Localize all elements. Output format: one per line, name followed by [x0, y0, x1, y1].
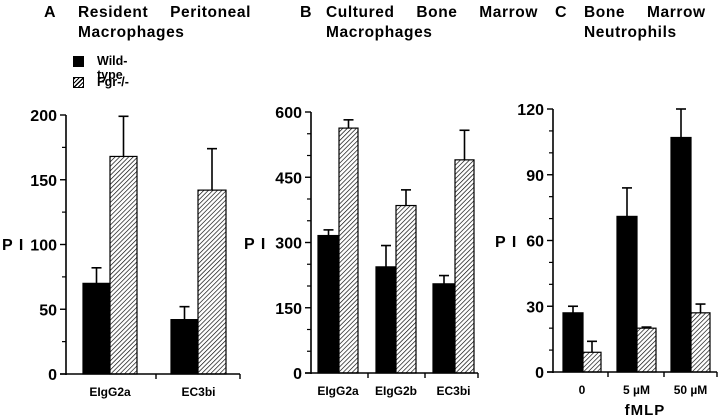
x-tick-label: 50 µM — [674, 383, 708, 397]
x-tick-label: 5 µM — [623, 383, 650, 397]
panel-a-letter: A — [44, 4, 56, 21]
bar-fgr-knockout — [109, 155, 138, 375]
legend-label-wild-type: Wild-type — [97, 54, 128, 82]
bar-wild-type — [170, 319, 199, 375]
y-axis-label: P I — [2, 237, 24, 254]
y-tick-label: 150 — [30, 173, 57, 190]
bar-wild-type — [375, 266, 397, 374]
y-tick-label: 0 — [48, 367, 57, 384]
bar-wild-type — [432, 283, 456, 374]
panel-b-title-line2: Macrophages — [326, 24, 433, 41]
chart-panel-c: 0 5 µM 50 µM 0 30 60 90 120 P I fMLP — [495, 102, 718, 419]
y-axis-label: P I — [244, 236, 266, 253]
bar-wild-type — [616, 215, 638, 373]
legend-label-fgr: Fgr-/- — [97, 75, 129, 89]
panel-c-title-line1: Bone Marrow — [584, 4, 706, 21]
panel-c-title: Bone Marrow Neutrophils — [584, 3, 706, 43]
y-tick-label: 100 — [30, 238, 57, 255]
y-tick-label: 200 — [30, 108, 57, 125]
y-tick-label: 120 — [517, 102, 544, 119]
y-tick-label: 90 — [526, 168, 544, 185]
y-tick-label: 30 — [526, 299, 544, 316]
y-tick-label: 50 — [39, 302, 57, 319]
panel-c-title-line2: Neutrophils — [584, 24, 677, 41]
x-tick-label: EC3bi — [436, 384, 470, 398]
bar-fgr-knockout — [690, 312, 711, 373]
bar-fgr-knockout — [197, 189, 227, 375]
bar-fgr-knockout — [395, 204, 417, 374]
x-tick-label: 0 — [579, 383, 586, 397]
x-tick-label: EIgG2a — [317, 384, 359, 398]
panel-b-letter: B — [300, 4, 312, 21]
y-tick-label: 0 — [535, 365, 544, 382]
bar-wild-type — [670, 136, 692, 373]
bar-wild-type — [317, 234, 340, 374]
y-tick-label: 450 — [275, 170, 302, 187]
x-tick-label: EIgG2a — [89, 385, 131, 399]
bar-fgr-knockout — [454, 159, 475, 374]
panel-a-title-line2: Macrophages — [78, 24, 185, 41]
chart-panel-b: EIgG2a EIgG2b EC3bi 0 150 300 450 600 P I — [244, 105, 479, 398]
y-tick-label: 600 — [275, 105, 302, 122]
legend-swatch-fgr — [73, 77, 84, 88]
panel-a-title-line1: Resident Peritoneal — [78, 4, 252, 21]
bar-fgr-knockout — [338, 127, 359, 374]
y-tick-label: 60 — [526, 234, 544, 251]
panel-c-letter: C — [555, 4, 567, 21]
x-tick-label: EC3bi — [181, 385, 215, 399]
bar-wild-type — [562, 312, 584, 373]
bar-fgr-knockout — [582, 351, 602, 373]
legend-swatch-wild-type — [73, 56, 84, 67]
y-tick-label: 0 — [293, 366, 302, 383]
panel-b-title-line1: Cultured Bone Marrow — [326, 4, 539, 21]
panel-b-title: Cultured Bone Marrow Macrophages — [326, 3, 538, 43]
panel-a-title: Resident Peritoneal Macrophages — [78, 3, 251, 43]
chart-panel-a: EIgG2a EC3bi 0 50 100 150 200 P I — [2, 108, 241, 399]
y-tick-label: 300 — [275, 236, 302, 253]
y-axis-label: P I — [495, 234, 517, 251]
x-axis-label: fMLP — [625, 402, 666, 419]
bar-fgr-knockout — [636, 327, 657, 373]
y-tick-label: 150 — [275, 301, 302, 318]
bar-wild-type — [82, 282, 111, 375]
x-tick-label: EIgG2b — [375, 384, 417, 398]
